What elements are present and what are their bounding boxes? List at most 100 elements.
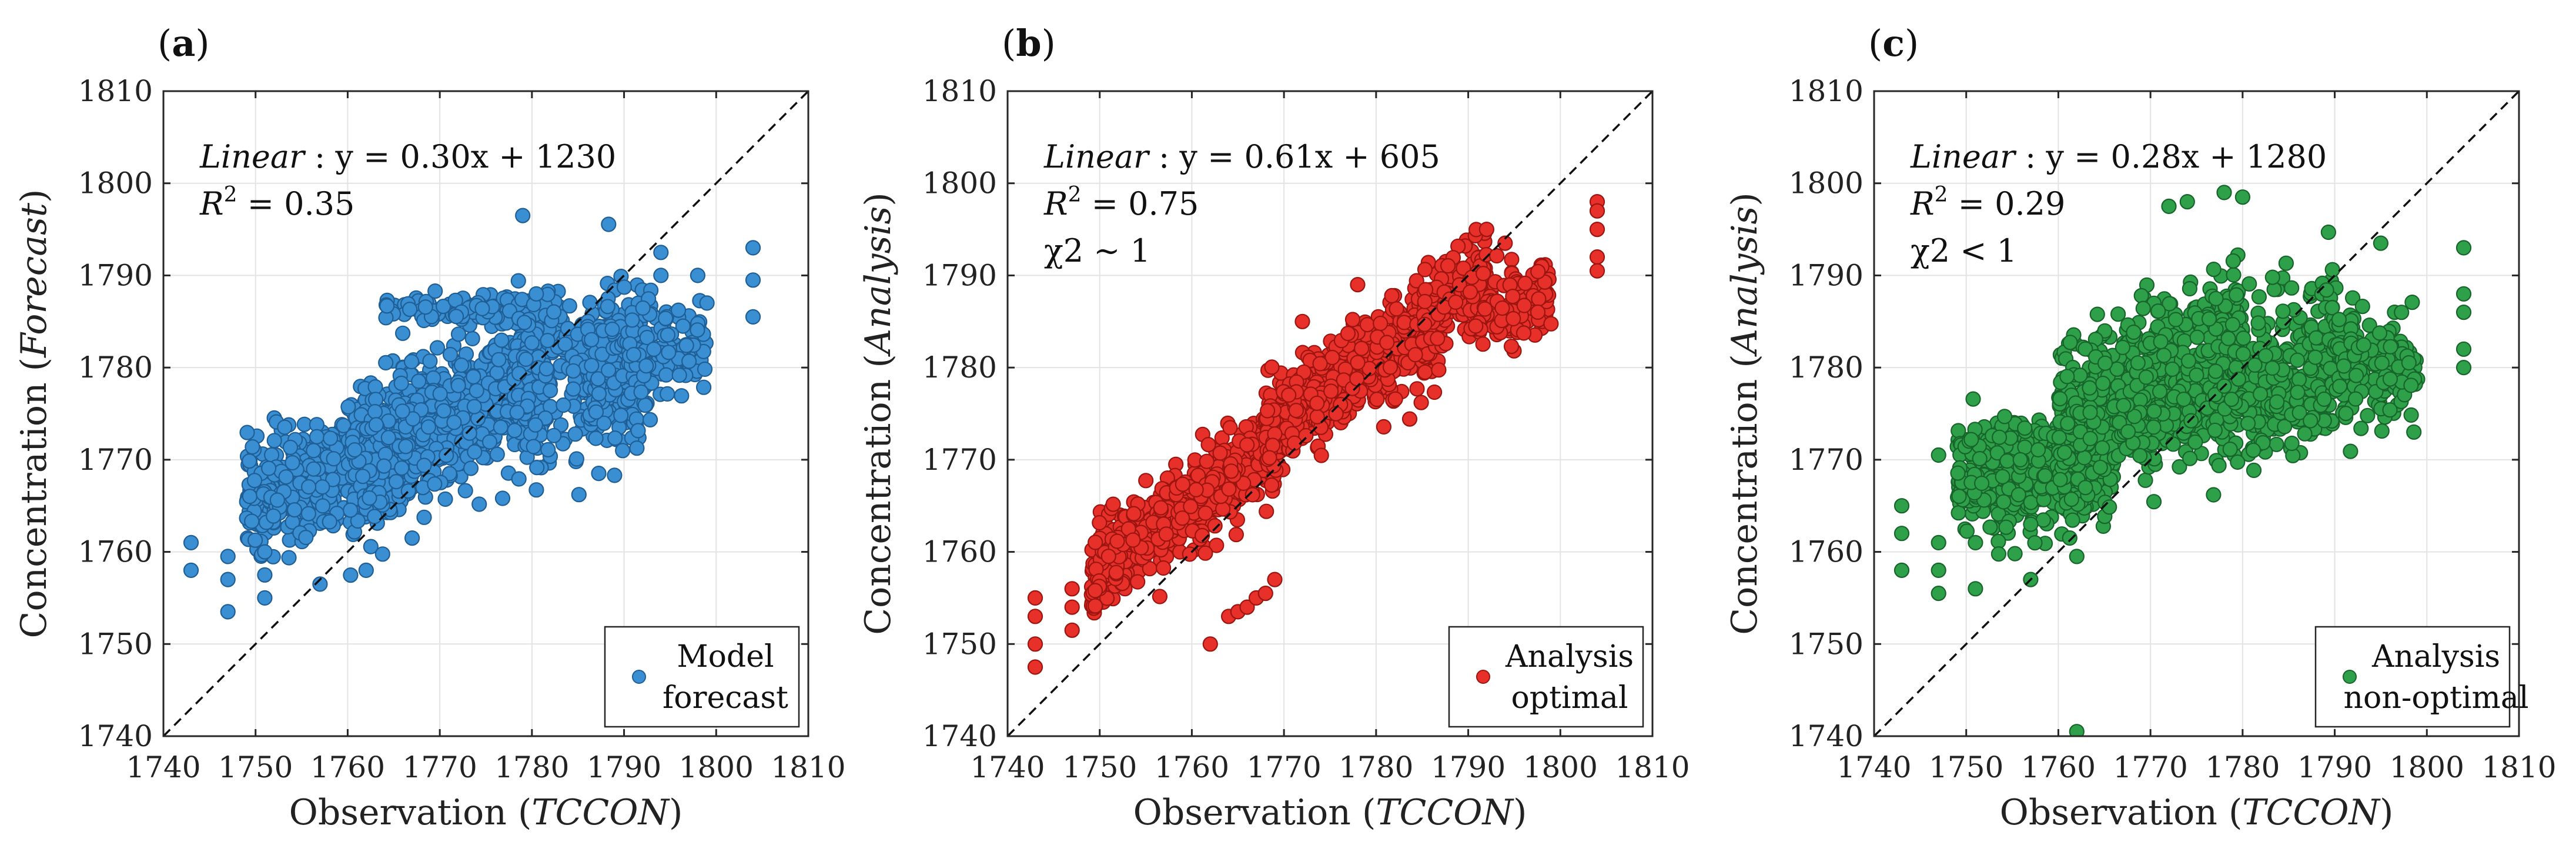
data-point [1951,423,1966,439]
data-point [404,530,420,546]
data-points [1893,185,2472,736]
data-point [343,567,359,583]
data-point [2133,288,2149,303]
data-point [417,299,433,315]
data-point [432,386,448,402]
data-point [354,469,371,485]
y-tick-label: 1770 [78,443,153,477]
data-point [494,332,510,348]
data-point [366,509,383,524]
x-tick-label: 1790 [1431,750,1506,784]
data-point [546,304,562,320]
data-point [2180,353,2197,369]
data-point [671,367,687,383]
data-point [528,286,544,302]
data-point [2251,289,2267,305]
data-point [1503,338,1520,355]
data-point [1982,519,1998,535]
data-point [1382,359,1399,375]
data-point [453,357,470,373]
data-point [1995,469,2010,485]
data-point [247,532,263,548]
panel-letter: a [172,22,195,65]
data-point [2007,546,2023,562]
data-point [630,423,646,439]
y-tick-label: 1810 [78,74,153,108]
data-point [2063,491,2079,507]
data-point [1384,288,1400,303]
data-point [2168,312,2184,328]
data-point [1417,364,1433,380]
data-point [697,361,713,377]
x-tick-label: 1760 [1155,750,1229,784]
data-point [660,386,675,402]
x-tick-label: 1800 [1523,750,1598,784]
data-point [325,472,341,487]
data-point [1324,349,1340,366]
legend-label-line1: Analysis [1505,639,1634,674]
data-point [584,357,600,373]
data-point [1152,589,1168,604]
y-tick-label: 1750 [922,627,997,661]
data-point [2183,413,2199,429]
data-point [1064,622,1080,638]
data-point [1409,381,1425,397]
data-point [489,446,505,462]
data-point [450,377,466,393]
data-point [2182,450,2198,466]
data-point [2146,494,2162,510]
data-point [528,482,544,498]
data-point [2037,467,2053,484]
data-point [1228,526,1244,543]
data-point [493,419,508,435]
r-squared: R2 = 0.35 [199,183,354,222]
data-point [242,489,257,504]
data-point [1430,330,1446,346]
data-point [448,309,464,325]
data-point [538,360,554,377]
data-point [2226,267,2242,283]
data-point [1506,310,1521,327]
data-point [1153,500,1169,516]
x-tick-label: 1770 [403,750,477,784]
data-point [510,273,526,289]
data-point [281,550,297,566]
data-point [2082,405,2098,420]
data-point [1417,293,1433,310]
data-point [1350,277,1366,293]
data-point [1999,453,2015,469]
data-point [1959,523,1975,539]
data-point [2135,300,2151,316]
data-point [2089,306,2105,322]
data-point [2120,423,2136,440]
data-point [1477,301,1493,317]
data-point [1212,445,1228,461]
data-point [1476,266,1491,282]
y-axis-label-italic: Analysis [858,206,899,357]
data-point [1349,370,1365,387]
scatter-panel-c: (c)1740 1750 1760 1770 1780 1790 1800 181017401… [1724,22,2557,833]
data-point [1155,560,1172,576]
y-tick-label: 1770 [922,443,997,477]
data-point [266,508,282,524]
data-point [245,439,260,455]
x-tick-label: 1760 [310,750,385,784]
data-point [1207,518,1223,534]
data-point [1359,316,1375,333]
data-point [1497,235,1513,251]
data-point [1264,477,1280,493]
data-point [285,455,300,471]
data-point [1262,450,1277,466]
data-point [1494,300,1510,316]
data-point [464,330,480,347]
data-point [1462,284,1478,300]
data-point [402,301,418,318]
data-point [1516,298,1532,313]
data-point [466,399,482,415]
x-tick-label: 1740 [126,750,200,784]
data-point [2146,403,2162,419]
data-point [2095,440,2110,456]
data-point [439,447,454,463]
data-point [1294,313,1310,329]
data-point [436,403,451,419]
